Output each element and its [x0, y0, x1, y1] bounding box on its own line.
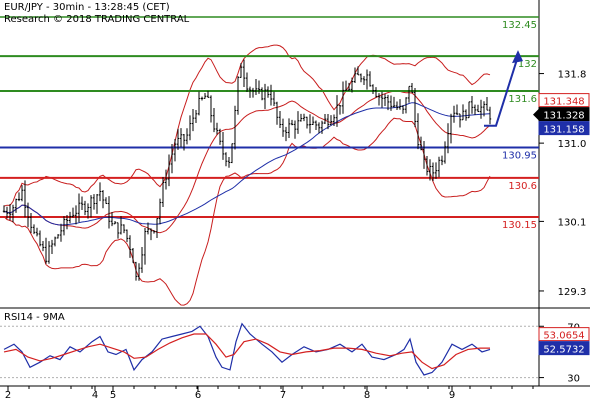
moving-average-line: [3, 102, 491, 226]
rsi-reference-lines: [0, 325, 539, 379]
moving-average: [3, 102, 491, 226]
price-tag: [538, 93, 590, 108]
level-label: 131.6: [508, 94, 537, 105]
rsi-ma-line: [3, 333, 490, 370]
time-tick-label: 5: [110, 390, 116, 400]
rsi-tag-label: 53.0654: [543, 331, 584, 342]
price-bars: [2, 59, 492, 281]
level-label: 132.45: [502, 20, 537, 31]
time-tick-label: 7: [280, 390, 286, 400]
price-axis-ticks: 131.8 131.0 130.1 129.3: [539, 70, 586, 298]
time-tick-label: 4: [92, 390, 98, 400]
rsi-tags: 53.0654 52.5732: [538, 327, 590, 356]
level-label: 130.6: [508, 181, 537, 192]
time-tick-label: 8: [364, 390, 370, 400]
forecast-arrow: [484, 50, 523, 127]
support-resistance-levels: 132.45 132 131.6 130.95 130.6 130.15: [0, 16, 539, 231]
copyright-note: Research © 2018 TRADING CENTRAL: [4, 14, 190, 25]
rsi-tag: [538, 341, 590, 356]
price-tags: 131.348 131.328 131.158: [533, 93, 590, 136]
rsi-tag: [538, 327, 590, 342]
forecast-arrowhead: [512, 50, 523, 64]
rsi-tag-label: 52.5732: [543, 345, 584, 356]
time-tick-label: 9: [449, 390, 455, 400]
price-tick-label: 130.1: [558, 217, 587, 228]
forecast-path: [484, 55, 519, 127]
time-axis-ticks: 2 4 5 6 7 8 9: [5, 386, 534, 400]
time-tick-label: 6: [195, 390, 201, 400]
level-label: 132: [518, 59, 537, 70]
level-label: 130.95: [502, 150, 537, 161]
price-tick-label: 129.3: [558, 287, 587, 298]
rsi-tick-label: 30: [567, 374, 580, 385]
chart-title: EUR/JPY - 30min - 13:28:45 (CET): [4, 2, 170, 13]
indicator-label: RSI14 - 9MA: [4, 312, 65, 323]
price-tag-label: 131.348: [543, 97, 584, 108]
lower-band: [3, 117, 491, 306]
price-tag-pointer: [533, 108, 539, 121]
time-tick-label: 2: [5, 390, 11, 400]
price-tag-label: 131.328: [543, 111, 584, 122]
price-tag-label: 131.158: [543, 125, 584, 136]
rsi-series: [3, 322, 491, 376]
price-tick-label: 131.0: [558, 139, 587, 150]
price-tag: [538, 121, 590, 136]
rsi-line: [3, 322, 491, 376]
price-tick-label: 131.8: [558, 70, 587, 81]
level-label: 130.15: [502, 220, 537, 231]
